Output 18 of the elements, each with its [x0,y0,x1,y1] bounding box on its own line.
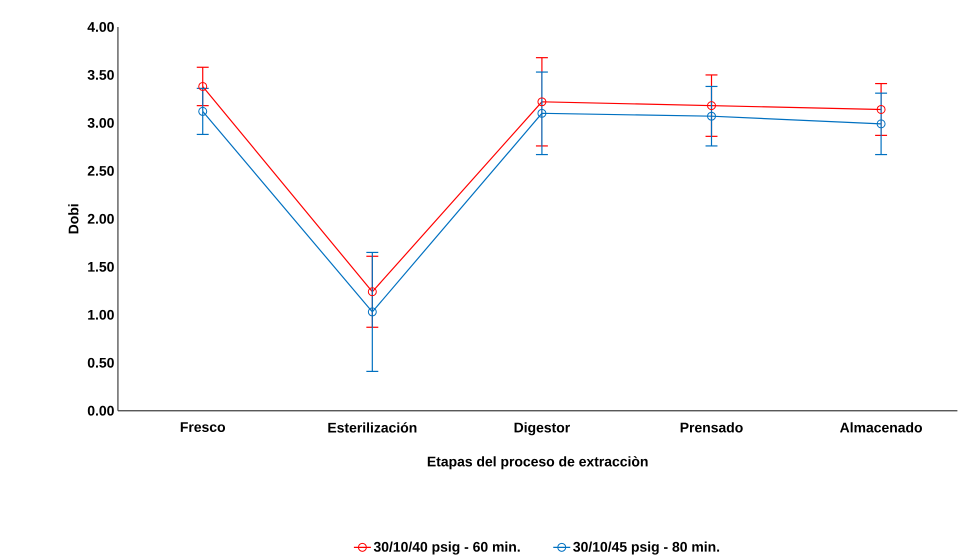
y-tick-label: 0.50 [88,358,114,368]
legend-label: 30/10/45 psig - 80 min. [573,541,720,555]
y-tick-label: 2.00 [88,214,114,224]
y-tick-label: 0.00 [88,406,114,416]
y-tick-label: 1.50 [88,262,114,272]
y-tick-label: 3.00 [88,118,114,128]
y-axis-title: Dobi [68,204,78,234]
x-tick-label: Esterilización [328,422,416,433]
x-tick-label: Prensado [680,422,743,432]
y-tick-label: 1.00 [88,310,114,320]
x-tick-label: Fresco [180,422,226,432]
x-tick-label: Almacenado [840,422,922,432]
legend-label: 30/10/40 psig - 60 min. [374,541,520,555]
x-tick-label: Digestor [514,422,570,436]
x-axis-title: Etapas del proceso de extracciòn [428,456,648,470]
y-tick-label: 3.50 [88,70,114,80]
y-tick-label: 2.50 [88,166,114,176]
y-tick-label: 4.00 [88,22,114,32]
